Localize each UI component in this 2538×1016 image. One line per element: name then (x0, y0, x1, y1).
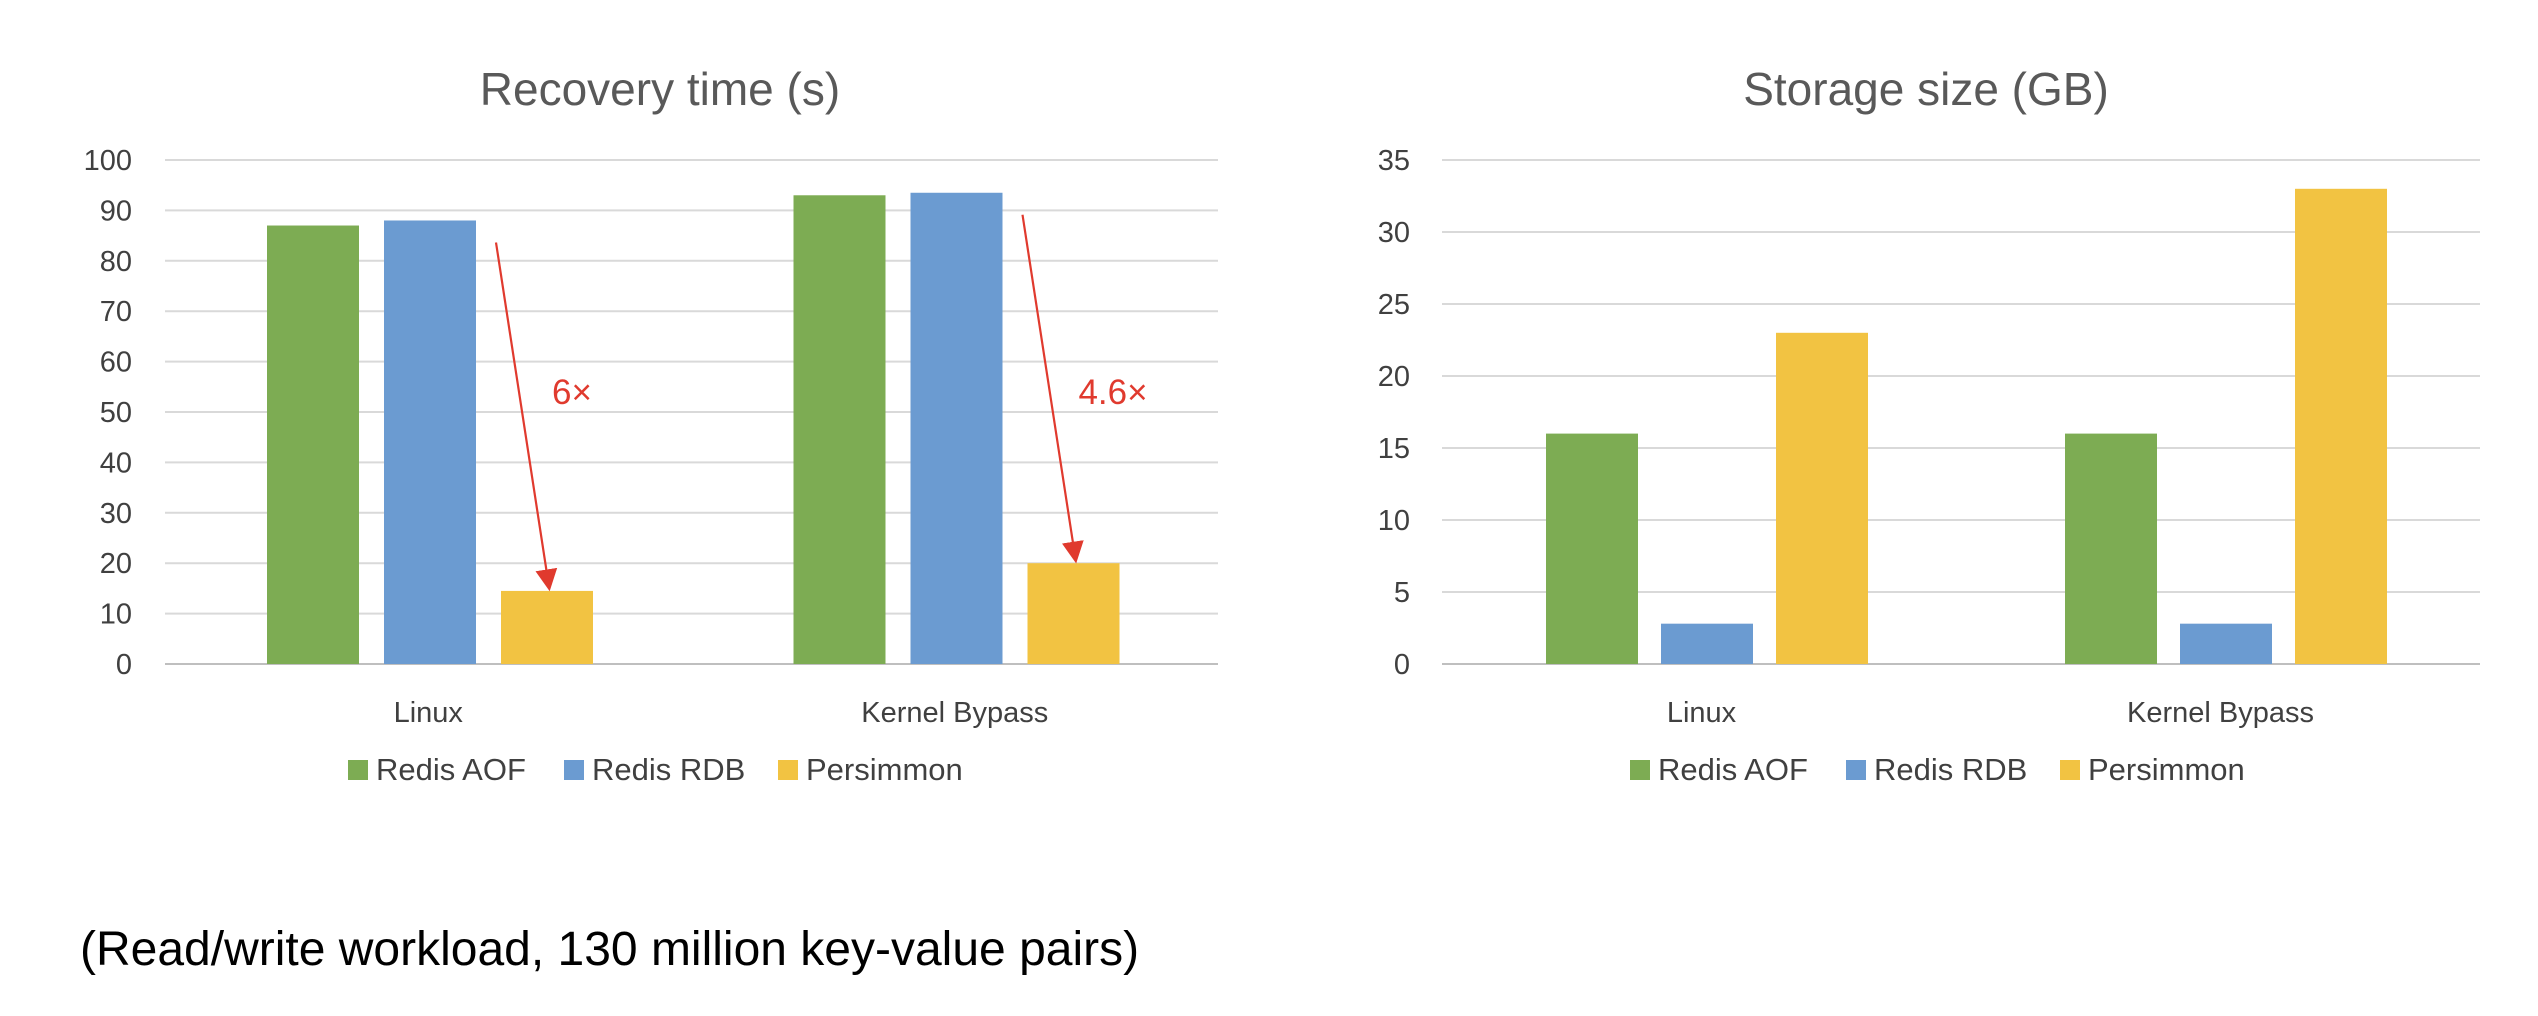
legend-label: Redis AOF (376, 752, 526, 787)
y-tick-label: 25 (1378, 289, 1410, 321)
bar-redis-rdb-linux (384, 220, 476, 665)
legend-label: Redis RDB (592, 752, 745, 787)
legend-swatch (348, 760, 368, 780)
legend-swatch (778, 760, 798, 780)
legend-label: Redis AOF (1658, 752, 1808, 787)
y-tick-label: 40 (100, 447, 132, 479)
y-tick-label: 10 (100, 599, 132, 631)
bar-persimmon-linux (1776, 332, 1868, 664)
y-tick-label: 70 (100, 296, 132, 328)
bar-persimmon-linux (501, 590, 593, 664)
y-tick-label: 50 (100, 397, 132, 429)
y-tick-label: 80 (100, 246, 132, 278)
y-tick-label: 0 (116, 649, 132, 681)
bar-redis-rdb-kernel-bypass (910, 192, 1003, 664)
chart-title: Recovery time (s) (480, 63, 840, 115)
category-label: Linux (394, 697, 464, 729)
annotation-label: 6× (552, 373, 592, 412)
y-tick-label: 30 (1378, 217, 1410, 249)
y-tick-label: 60 (100, 347, 132, 379)
legend-swatch (1630, 760, 1650, 780)
y-tick-label: 5 (1394, 577, 1410, 609)
bar-redis-rdb-kernel-bypass (2180, 623, 2272, 664)
legend-label: Persimmon (806, 752, 963, 787)
annotation-arrow (494, 242, 558, 592)
footnote: (Read/write workload, 130 million key-va… (80, 923, 1140, 976)
recovery-time-chart: Recovery time (s) 0 10 20 30 40 50 60 70 80 90 100 L… (84, 63, 1218, 787)
y-tick-label: 0 (1394, 649, 1410, 681)
bar-redis-aof-linux (267, 225, 359, 664)
y-tick-label: 30 (100, 498, 132, 530)
annotation-arrow (1021, 214, 1084, 564)
storage-size-chart: Storage size (GB) 0 5 10 15 20 25 30 35 Linux Kern… (1378, 63, 2480, 787)
y-tick-label: 90 (100, 195, 132, 227)
category-label: Linux (1667, 697, 1737, 729)
bar-redis-aof-kernel-bypass (2065, 433, 2157, 664)
legend-swatch (564, 760, 584, 780)
chart-title: Storage size (GB) (1743, 63, 2109, 115)
y-tick-label: 20 (100, 548, 132, 580)
y-tick-label: 35 (1378, 145, 1410, 177)
y-tick-label: 100 (84, 145, 132, 177)
y-tick-label: 10 (1378, 505, 1410, 537)
legend-label: Redis RDB (1874, 752, 2027, 787)
bar-persimmon-kernel-bypass (1027, 563, 1120, 664)
bar-persimmon-kernel-bypass (2295, 188, 2387, 665)
bar-redis-aof-kernel-bypass (793, 195, 886, 664)
category-label: Kernel Bypass (861, 697, 1048, 729)
y-tick-label: 15 (1378, 433, 1410, 465)
annotation-label: 4.6× (1078, 373, 1147, 412)
category-label: Kernel Bypass (2127, 697, 2314, 729)
bar-redis-rdb-linux (1661, 623, 1753, 664)
bar-redis-aof-linux (1546, 433, 1638, 664)
legend-label: Persimmon (2088, 752, 2245, 787)
y-tick-label: 20 (1378, 361, 1410, 393)
legend-swatch (1846, 760, 1866, 780)
legend-swatch (2060, 760, 2080, 780)
